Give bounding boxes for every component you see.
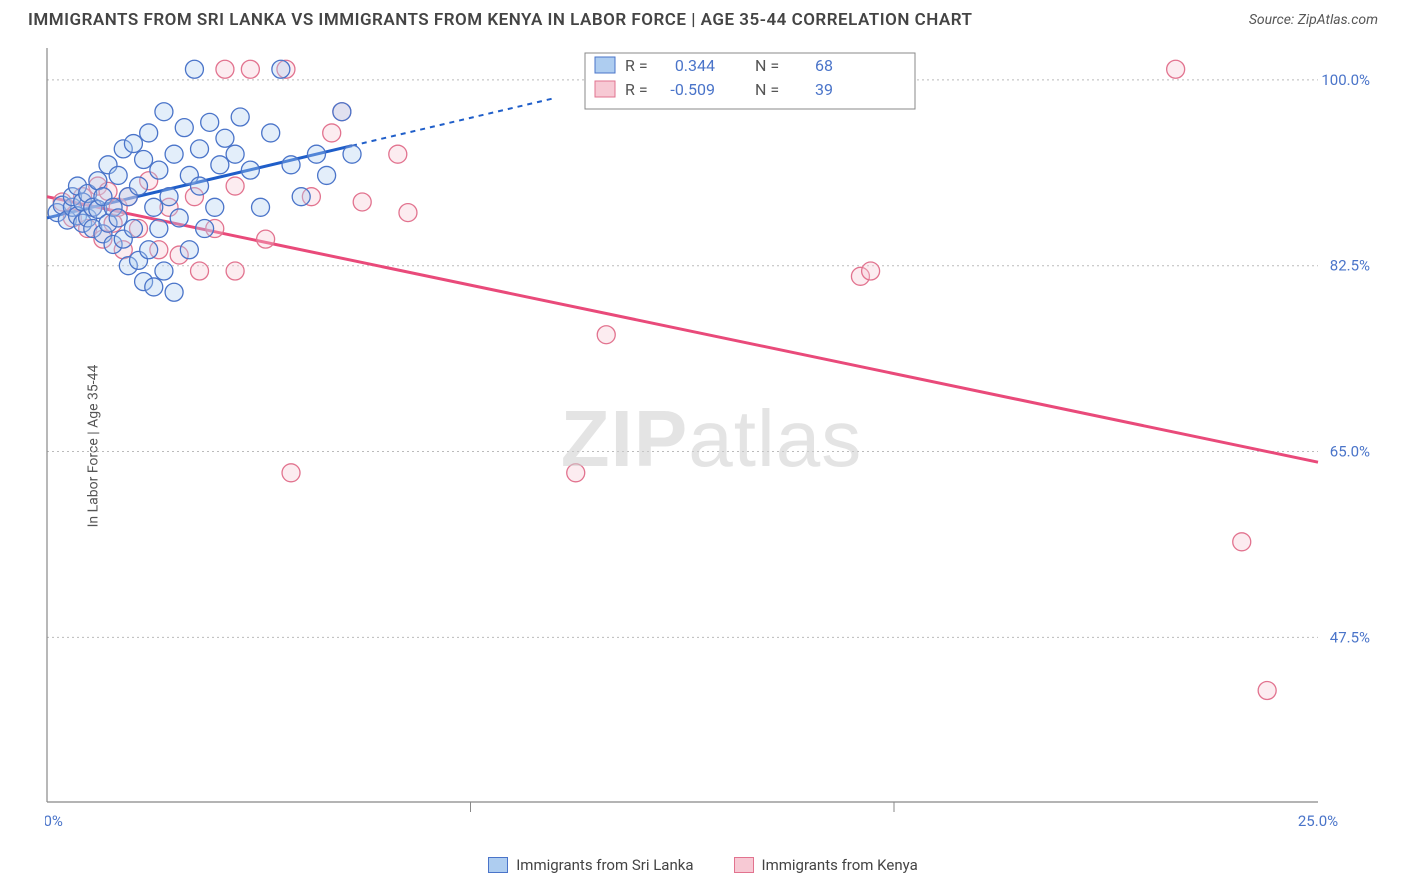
svg-text:100.0%: 100.0% (1321, 71, 1370, 89)
svg-text:-0.509: -0.509 (670, 80, 715, 99)
svg-text:68: 68 (815, 56, 833, 75)
svg-text:39: 39 (815, 80, 833, 99)
bottom-legend: Immigrants from Sri Lanka Immigrants fro… (0, 856, 1406, 874)
legend-label: Immigrants from Kenya (762, 856, 918, 874)
svg-text:82.5%: 82.5% (1330, 257, 1370, 275)
plot-area: ZIPatlas 47.5%65.0%82.5%100.0%0.0%25.0%R… (45, 45, 1378, 832)
legend-item-kenya: Immigrants from Kenya (734, 856, 918, 874)
svg-text:N =: N = (755, 80, 779, 99)
chart-title: IMMIGRANTS FROM SRI LANKA VS IMMIGRANTS … (28, 10, 972, 30)
legend-swatch-icon (488, 857, 508, 873)
svg-text:25.0%: 25.0% (1298, 812, 1338, 830)
source-label: Source: ZipAtlas.com (1249, 12, 1378, 28)
legend-item-sri-lanka: Immigrants from Sri Lanka (488, 856, 693, 874)
svg-text:R =: R = (625, 80, 648, 99)
svg-text:0.0%: 0.0% (45, 812, 63, 830)
svg-text:0.344: 0.344 (675, 56, 715, 75)
scatter-chart: 47.5% 65.0% 82.5% 100.0% 0.0% 25.0% R = 0.344 N … (45, 45, 1378, 832)
legend-swatch-icon (734, 857, 754, 873)
svg-text:N =: N = (755, 56, 779, 75)
svg-text:65.0%: 65.0% (1330, 443, 1370, 461)
svg-text:R =: R = (625, 56, 648, 75)
legend-label: Immigrants from Sri Lanka (516, 856, 693, 874)
svg-text:47.5%: 47.5% (1330, 628, 1370, 646)
